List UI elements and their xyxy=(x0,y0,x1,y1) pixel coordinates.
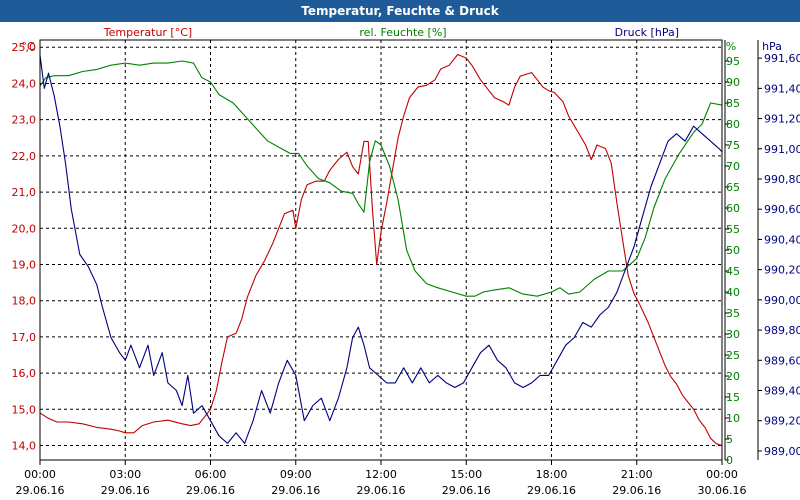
temp-tick-label: 14,0 xyxy=(12,440,37,453)
humidity-tick-label: 45 xyxy=(726,265,740,278)
temp-unit-label: °C xyxy=(21,40,35,53)
pressure-axis-title: Druck [hPa] xyxy=(615,26,679,39)
tick-labels: 25,0 24,0 23,0 22,0 21,0 20,0 19,0 18,0 17,0 16,0… xyxy=(12,26,800,497)
x-tick-date: 29.06.16 xyxy=(186,484,235,497)
humidity-tick-label: 60 xyxy=(726,202,740,215)
x-tick-time: 15:00 xyxy=(450,468,482,481)
temp-axis-title: Temperatur [°C] xyxy=(103,26,192,39)
temp-tick-label: 22,0 xyxy=(12,150,37,163)
temp-tick-label: 19,0 xyxy=(12,258,37,271)
x-tick-time: 18:00 xyxy=(536,468,568,481)
humidity-tick-label: 10 xyxy=(726,412,740,425)
humidity-tick-label: 35 xyxy=(726,307,740,320)
humidity-tick-label: 70 xyxy=(726,160,740,173)
chart-title: Temperatur, Feuchte & Druck xyxy=(0,0,800,22)
pressure-tick-label: 990,20 xyxy=(764,264,800,277)
temp-tick-label: 24,0 xyxy=(12,77,37,90)
humidity-axis-title: rel. Feuchte [%] xyxy=(359,26,446,39)
x-tick-time: 09:00 xyxy=(280,468,312,481)
pressure-tick-label: 991,60 xyxy=(764,52,800,65)
humidity-tick-label: 55 xyxy=(726,223,740,236)
series-lines xyxy=(39,53,723,447)
grid xyxy=(40,40,722,460)
x-tick-date: 29.06.16 xyxy=(612,484,661,497)
pressure-tick-label: 989,40 xyxy=(764,385,800,398)
temp-tick-label: 23,0 xyxy=(12,114,37,127)
x-tick-date: 29.06.16 xyxy=(16,484,65,497)
temp-tick-label: 15,0 xyxy=(12,403,37,416)
x-tick-date: 29.06.16 xyxy=(271,484,320,497)
x-tick-date: 29.06.16 xyxy=(442,484,491,497)
x-tick-time: 12:00 xyxy=(365,468,397,481)
pressure-tick-label: 990,00 xyxy=(764,294,800,307)
x-tick-time: 03:00 xyxy=(109,468,141,481)
humidity-tick-label: 95 xyxy=(726,55,740,68)
series-line-humidity xyxy=(39,60,723,297)
pressure-tick-label: 991,00 xyxy=(764,143,800,156)
x-tick-date: 29.06.16 xyxy=(357,484,406,497)
temp-tick-label: 25,0 xyxy=(12,41,37,54)
pressure-tick-label: 991,40 xyxy=(764,82,800,95)
humidity-tick-label: 40 xyxy=(726,286,740,299)
pressure-tick-label: 991,20 xyxy=(764,113,800,126)
series-line-pressure xyxy=(39,55,723,444)
x-tick-time: 00:00 xyxy=(24,468,56,481)
pressure-tick-label: 990,60 xyxy=(764,203,800,216)
humidity-tick-label: 80 xyxy=(726,118,740,131)
pressure-tick-label: 989,60 xyxy=(764,354,800,367)
temp-tick-label: 20,0 xyxy=(12,222,37,235)
x-tick-date: 30.06.16 xyxy=(698,484,747,497)
humidity-tick-label: 20 xyxy=(726,370,740,383)
humidity-tick-label: 30 xyxy=(726,328,740,341)
temp-tick-label: 17,0 xyxy=(12,331,37,344)
x-tick-date: 29.06.16 xyxy=(527,484,576,497)
humidity-tick-label: 75 xyxy=(726,139,740,152)
humidity-tick-label: 85 xyxy=(726,97,740,110)
pressure-tick-label: 990,40 xyxy=(764,233,800,246)
temp-tick-label: 16,0 xyxy=(12,367,37,380)
pressure-tick-label: 990,80 xyxy=(764,173,800,186)
pressure-tick-label: 989,20 xyxy=(764,415,800,428)
humidity-tick-label: 65 xyxy=(726,181,740,194)
humidity-tick-label: 5 xyxy=(726,433,733,446)
humidity-tick-label: 90 xyxy=(726,76,740,89)
x-tick-time: 06:00 xyxy=(195,468,227,481)
pressure-tick-label: 989,00 xyxy=(764,445,800,458)
humidity-tick-label: 0 xyxy=(726,454,733,467)
x-tick-time: 21:00 xyxy=(621,468,653,481)
x-tick-date: 29.06.16 xyxy=(101,484,150,497)
temp-tick-label: 21,0 xyxy=(12,186,37,199)
pressure-tick-label: 989,80 xyxy=(764,324,800,337)
humidity-tick-label: 25 xyxy=(726,349,740,362)
pressure-unit-label: hPa xyxy=(762,40,782,53)
series-line-temperature xyxy=(39,53,723,447)
humidity-tick-label: 15 xyxy=(726,391,740,404)
temp-tick-label: 18,0 xyxy=(12,295,37,308)
x-tick-time: 00:00 xyxy=(706,468,738,481)
humidity-unit-label: % xyxy=(726,40,736,53)
humidity-tick-label: 50 xyxy=(726,244,740,257)
axes xyxy=(39,39,762,465)
